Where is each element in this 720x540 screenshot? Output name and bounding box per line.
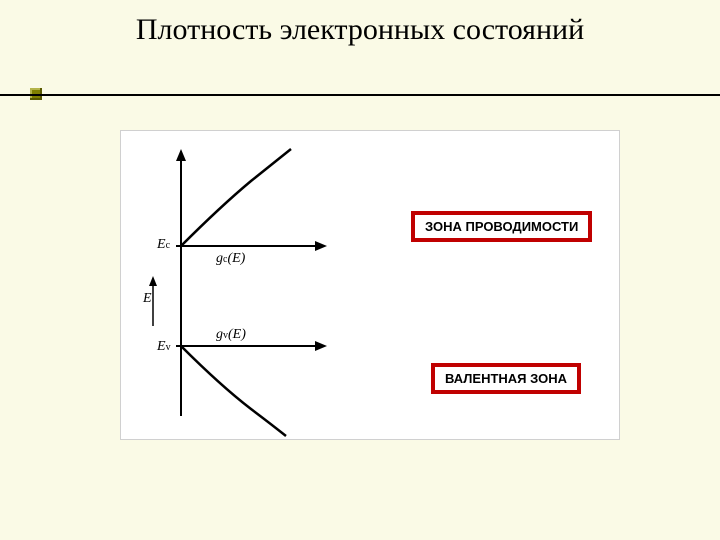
gc-letter: g: [216, 251, 223, 266]
axis-label-E-text: E: [143, 291, 152, 306]
slide-title: Плотность электронных состояний: [0, 12, 720, 48]
Ec-letter: E: [157, 237, 166, 252]
density-of-states-diagram: E Ec Ev gc(E) gv(E) ЗОНА ПРОВОДИМОСТИ ВА…: [120, 130, 620, 440]
Ec-sub: c: [166, 240, 170, 251]
gv-arg: (E): [228, 327, 246, 342]
horizontal-rule: [0, 94, 720, 96]
axis-label-gv: gv(E): [216, 327, 246, 343]
diagram-svg: [121, 131, 621, 441]
axis-label-E: E: [143, 291, 152, 307]
axis-label-Ev: Ev: [157, 339, 171, 355]
axis-label-gc: gc(E): [216, 251, 245, 267]
conduction-zone-label: ЗОНА ПРОВОДИМОСТИ: [411, 211, 592, 242]
Ev-letter: E: [157, 339, 166, 354]
axis-label-Ec: Ec: [157, 237, 170, 253]
gv-letter: g: [216, 327, 223, 342]
Ev-sub: v: [166, 342, 171, 353]
slide-title-area: Плотность электронных состояний: [0, 0, 720, 48]
gc-arg: (E): [227, 251, 245, 266]
valence-zone-label: ВАЛЕНТНАЯ ЗОНА: [431, 363, 581, 394]
